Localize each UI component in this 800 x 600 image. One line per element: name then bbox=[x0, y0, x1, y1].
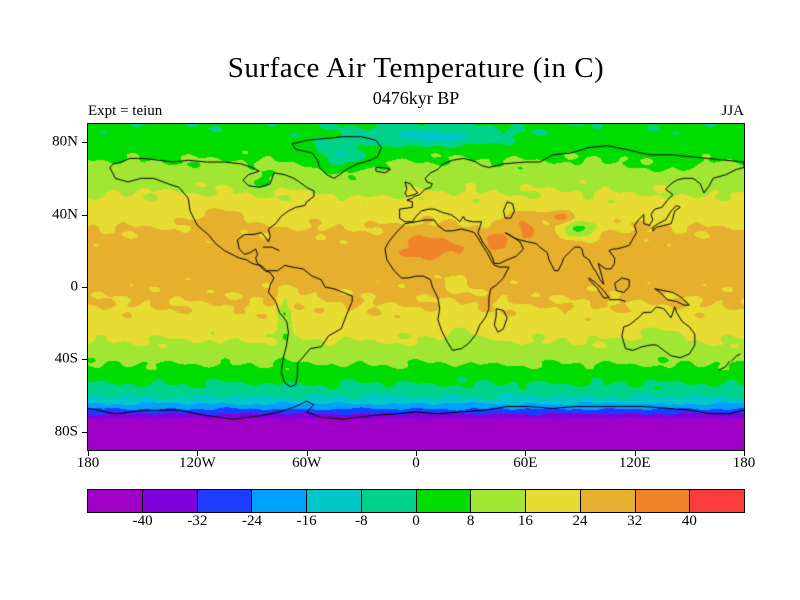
colorbar-cell bbox=[361, 490, 417, 512]
lat-tick-mark bbox=[82, 142, 87, 144]
map-frame bbox=[87, 123, 745, 451]
lat-tick-label: 40N bbox=[52, 206, 78, 223]
lon-tick-label: 120E bbox=[618, 455, 651, 471]
lat-tick-label: 40S bbox=[54, 350, 78, 367]
colorbar-tick-label: -16 bbox=[296, 513, 317, 529]
colorbar-tick-label: -8 bbox=[355, 513, 368, 529]
chart-subtitle: 0476kyr BP bbox=[372, 88, 460, 108]
lat-tick-label: 0 bbox=[70, 278, 79, 295]
lon-tick-mark bbox=[744, 451, 745, 456]
colorbar-cell bbox=[307, 490, 362, 512]
lon-tick-mark bbox=[88, 451, 89, 456]
lat-tick-mark bbox=[82, 359, 87, 361]
lon-tick-label: 180 bbox=[732, 455, 756, 471]
lat-tick-label: 80N bbox=[52, 133, 78, 150]
lat-tick-mark bbox=[82, 431, 87, 433]
season-label: JJA bbox=[721, 103, 744, 119]
colorbar-cell bbox=[526, 490, 581, 512]
colorbar-cell bbox=[88, 490, 143, 512]
colorbar-tick-label: 8 bbox=[466, 513, 475, 529]
lon-tick-mark bbox=[525, 451, 527, 456]
colorbar-cell bbox=[197, 490, 253, 512]
colorbar-cell bbox=[471, 490, 526, 512]
temperature-map-canvas bbox=[88, 124, 744, 450]
chart-title: Surface Air Temperature (in C) bbox=[227, 52, 605, 84]
colorbar-tick-label: -32 bbox=[187, 513, 208, 529]
lon-tick-mark bbox=[416, 451, 417, 456]
colorbar-cell bbox=[252, 490, 307, 512]
experiment-label: Expt = teiun bbox=[88, 103, 163, 119]
colorbar-tick-label: -24 bbox=[242, 513, 262, 529]
colorbar-cell bbox=[580, 490, 636, 512]
colorbar-tick-label: 0 bbox=[412, 513, 420, 529]
colorbar-tick-label: 40 bbox=[681, 513, 697, 529]
lon-tick-label: 180 bbox=[76, 455, 100, 471]
colorbar-cell bbox=[690, 490, 744, 512]
colorbar-cell bbox=[635, 490, 691, 512]
lat-tick-mark bbox=[82, 287, 87, 288]
colorbar-cell bbox=[416, 490, 472, 512]
lon-tick-label: 120W bbox=[178, 455, 216, 471]
lat-tick-label: 80S bbox=[54, 423, 78, 440]
lon-tick-mark bbox=[306, 451, 308, 456]
colorbar-cell bbox=[142, 490, 198, 512]
colorbar-tick-label: 32 bbox=[627, 513, 643, 529]
lon-tick-mark bbox=[197, 451, 199, 456]
lat-tick-mark bbox=[82, 214, 87, 216]
colorbar-tick-label: 16 bbox=[517, 513, 533, 529]
lon-tick-label: 60E bbox=[513, 455, 538, 471]
colorbar-tick-label: 24 bbox=[572, 513, 588, 529]
lon-tick-label: 60W bbox=[292, 455, 322, 471]
lon-tick-label: 0 bbox=[412, 455, 420, 471]
lon-tick-mark bbox=[634, 451, 636, 456]
colorbar-tick-label: -40 bbox=[132, 513, 153, 529]
colorbar bbox=[87, 489, 745, 513]
